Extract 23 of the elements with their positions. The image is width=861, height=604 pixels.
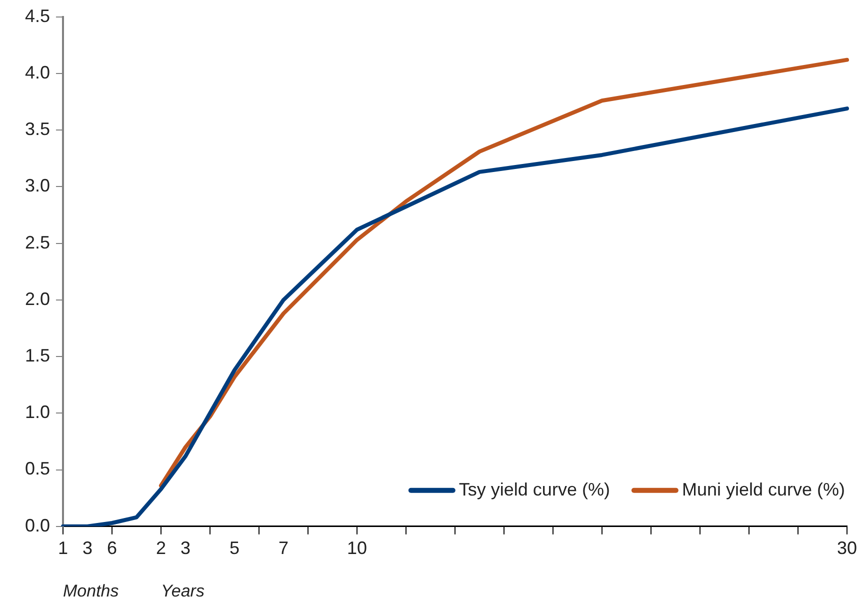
y-tick-label: 2.5	[24, 232, 50, 252]
x-tick-label: 30	[836, 538, 858, 558]
x-tick-label: 1	[58, 538, 68, 558]
x-tick-label: 5	[229, 538, 240, 558]
x-tick-label: 3	[180, 538, 191, 558]
x-tick-label: 6	[106, 538, 118, 558]
x-tick-label: 2	[156, 538, 166, 558]
y-tick-label: 0.0	[24, 515, 50, 536]
y-tick-label: 4.0	[24, 62, 50, 82]
y-tick-label: 4.5	[24, 6, 50, 26]
x-tick-label: 10	[346, 538, 368, 558]
y-tick-label: 2.0	[24, 288, 50, 309]
text: Years	[161, 581, 205, 600]
y-tick-label: 1.5	[24, 346, 50, 366]
y-tick-label: 1.0	[24, 402, 50, 422]
text: Months	[63, 581, 120, 600]
x-tick-label: 3	[82, 538, 93, 558]
y-tick-label: 0.5	[24, 458, 50, 479]
y-tick-label: 3.5	[24, 119, 50, 140]
x-tick-label: 7	[278, 538, 289, 558]
legend-label: Muni yield curve (%)	[682, 479, 845, 500]
y-tick-label: 3.0	[24, 176, 50, 196]
legend-label: Tsy yield curve (%)	[458, 479, 610, 500]
